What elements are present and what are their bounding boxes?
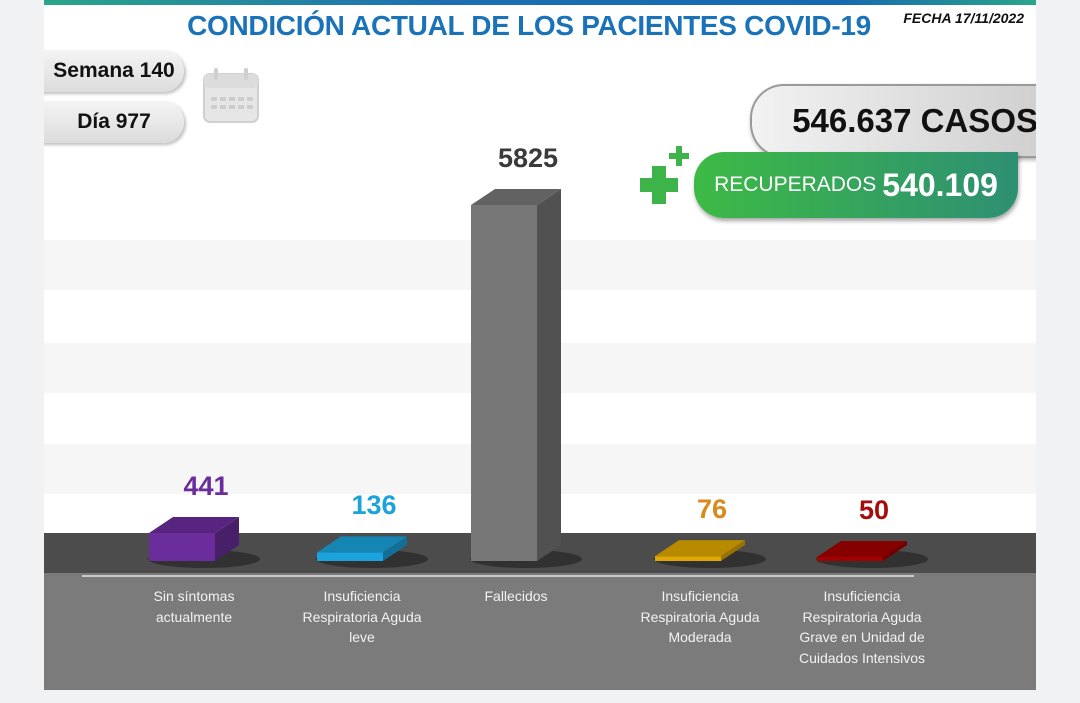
category-label: Insuficiencia Respiratoria Aguda Grave en … <box>787 586 937 668</box>
category-label-area <box>44 573 1036 690</box>
recovered-badge: RECUPERADOS 540.109 <box>694 152 1018 218</box>
calendar-icon <box>203 68 259 123</box>
bar-side <box>383 536 407 561</box>
bar-value-label: 5825 <box>497 143 559 173</box>
bar-side <box>883 541 907 561</box>
category-label-line: Respiratoria Aguda <box>802 608 922 625</box>
category-label-line: Sin síntomas <box>153 588 235 604</box>
x-axis-line <box>82 575 914 577</box>
report-date: FECHA 17/11/2022 <box>903 10 1024 26</box>
bar-value-label: 76 <box>696 494 728 525</box>
day-text: Día 977 <box>77 110 151 133</box>
category-label-line: Moderada <box>668 629 732 645</box>
bar-side <box>721 540 745 561</box>
bar-value-label: 50 <box>858 495 890 525</box>
category-label-line: Cuidados Intensivos <box>798 649 926 666</box>
category-label-line: Respiratoria Aguda <box>302 608 422 625</box>
category-label-line: actualmente <box>155 608 233 625</box>
category-label: Insuficiencia Respiratoria Aguda leve <box>287 586 437 648</box>
category-label-line: Fallecidos <box>484 588 548 604</box>
page-title: CONDICIÓN ACTUAL DE LOS PACIENTES COVID-… <box>187 10 871 41</box>
bar-top <box>317 536 407 553</box>
category-label: Insuficiencia Respiratoria Aguda Moderada <box>625 586 775 648</box>
category-label: Fallecidos <box>441 586 591 607</box>
total-cases-badge: 546.637 CASOS <box>750 84 1036 158</box>
recovered-value: 540.109 <box>882 166 998 203</box>
bar-front <box>317 552 383 561</box>
bar-front <box>655 556 721 561</box>
bar-front <box>149 533 215 561</box>
bar-top <box>655 540 745 557</box>
category-label-line: Respiratoria Aguda <box>640 608 760 625</box>
category-label-line: Insuficiencia <box>823 588 901 604</box>
category-label: Sin síntomas actualmente <box>119 586 269 627</box>
infographic-slide: CONDICIÓN ACTUAL DE LOS PACIENTES COVID-… <box>44 0 1036 690</box>
top-banner-strip <box>44 0 1036 5</box>
bar-front <box>471 205 537 561</box>
medical-plus-icon <box>640 146 689 204</box>
bar-top <box>149 517 239 533</box>
week-badge: Semana 140 <box>44 50 184 92</box>
day-badge: Día 977 <box>44 101 184 143</box>
bar-value-label: 441 <box>183 471 229 501</box>
bar-top <box>817 541 907 557</box>
bar-top <box>471 189 561 205</box>
category-label-line: Grave en Unidad de <box>799 629 925 645</box>
bar-front <box>817 557 883 561</box>
category-label-line: Insuficiencia <box>323 588 401 604</box>
bar-side <box>215 517 239 561</box>
bar-side <box>537 189 561 561</box>
category-label-line: Insuficiencia <box>661 588 739 604</box>
week-text: Semana 140 <box>53 59 175 82</box>
recovered-label: RECUPERADOS <box>714 173 877 196</box>
category-label-line: leve <box>349 629 375 645</box>
bar-value-label: 136 <box>351 490 397 521</box>
bar-chart <box>147 189 929 568</box>
total-cases-text: 546.637 CASOS <box>792 102 1036 139</box>
